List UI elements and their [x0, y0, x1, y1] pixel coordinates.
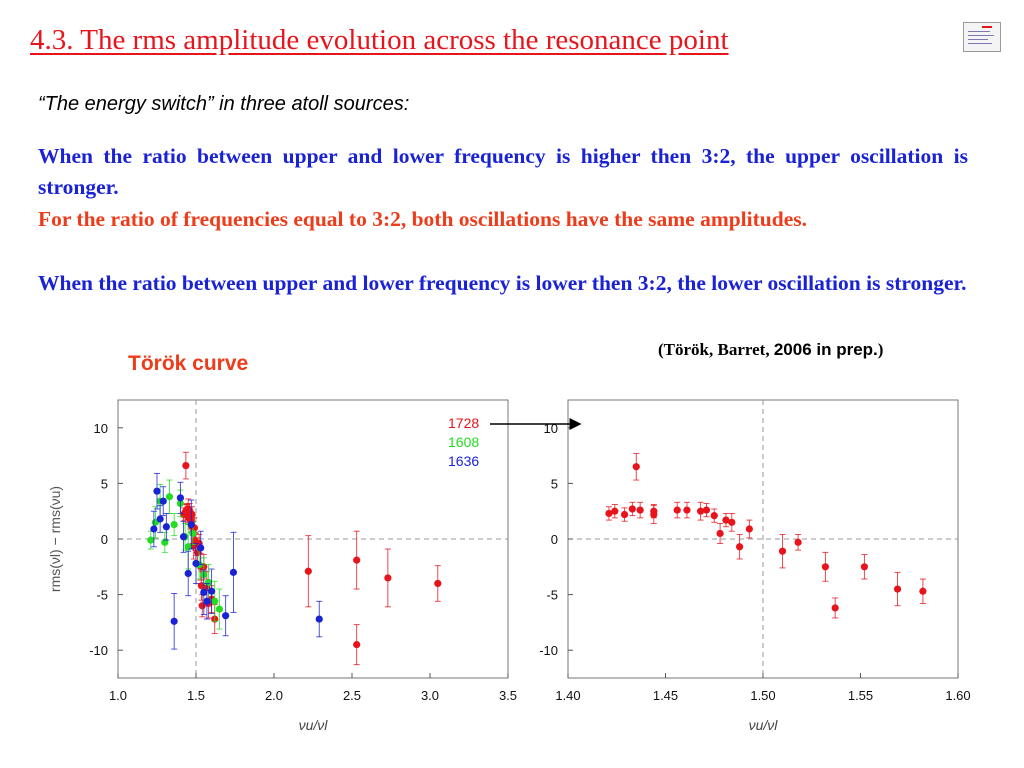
x-tick-label: 2.5 [343, 688, 361, 703]
plots-area: 1.0 1.5 2.0 2.5 3.0 3.5 10 5 0 -5 -10 νu/νl rms(νl) … [47, 399, 971, 733]
data-point [188, 510, 196, 519]
y-tick-label: -5 [546, 588, 558, 603]
x-tick-label: 1.50 [750, 688, 775, 703]
y-tick-label: -10 [539, 643, 558, 658]
y-tick-label: -10 [89, 643, 108, 658]
legend-entry: 1608 [448, 434, 479, 450]
data-point [229, 568, 238, 576]
y-tick-label: 10 [544, 421, 558, 436]
data-point [605, 509, 613, 518]
x-tick-label: 1.0 [109, 688, 127, 703]
data-point [176, 494, 184, 502]
data-point [200, 588, 208, 596]
data-point [384, 574, 392, 582]
data-point [197, 582, 206, 590]
data-point [778, 547, 787, 555]
data-point [650, 507, 658, 515]
legend-entry: 1636 [448, 453, 479, 469]
data-point [611, 507, 619, 515]
x-tick-label: 1.5 [187, 688, 205, 703]
data-point [673, 506, 681, 514]
data-point [189, 529, 197, 538]
data-point [628, 505, 636, 513]
y-tick-label: -5 [96, 588, 108, 603]
x-axis-label: νu/νl [749, 717, 779, 733]
paragraph-equal-amplitudes: For the ratio of frequencies equal to 3:… [38, 207, 807, 231]
data-point [919, 587, 927, 595]
data-point [716, 529, 724, 538]
data-point [710, 512, 718, 520]
chart-left: 1.0 1.5 2.0 2.5 3.0 3.5 10 5 0 -5 -10 νu/νl rms(νl) … [47, 399, 517, 733]
citation-year: 2006 in prep. [773, 340, 878, 359]
x-axis-label: νu/νl [299, 717, 329, 733]
torok-curve-label: Török curve [128, 352, 249, 375]
y-tick-label: 5 [101, 476, 108, 491]
data-point [187, 520, 195, 529]
y-axis-label: rms(νl) − rms(νu) [47, 486, 63, 592]
slide-thumbnail-icon[interactable] [963, 22, 1001, 52]
paragraph-upper-stronger: When the ratio between upper and lower f… [38, 144, 968, 199]
data-point [304, 567, 312, 575]
data-point [184, 569, 192, 578]
y-tick-label: 0 [101, 532, 108, 547]
data-point [636, 506, 644, 514]
x-tick-label: 1.60 [945, 688, 970, 703]
citation-authors: (Török, Barret, [658, 340, 770, 359]
data-point [697, 507, 705, 515]
data-point [683, 506, 691, 514]
data-point [159, 497, 167, 505]
data-point [745, 525, 753, 533]
slide-title: 4.3. The rms amplitude evolution across … [30, 24, 729, 56]
y-tick-label: 10 [94, 421, 108, 436]
x-tick-label: 1.45 [653, 688, 678, 703]
data-point [794, 538, 802, 546]
x-tick-label: 3.0 [421, 688, 439, 703]
data-point [197, 544, 205, 552]
data-point [632, 463, 640, 471]
data-point [722, 516, 730, 524]
data-point [150, 525, 158, 533]
x-tick-label: 3.5 [499, 688, 517, 703]
data-point [211, 597, 219, 605]
citation-close: ) [877, 340, 884, 359]
y-tick-label: 0 [551, 532, 558, 547]
data-point [620, 510, 629, 519]
data-point [353, 641, 361, 649]
data-point [192, 559, 200, 568]
paragraph-lower-stronger: When the ratio between upper and lower f… [38, 271, 967, 295]
data-point [728, 518, 736, 526]
data-point [222, 612, 230, 620]
x-tick-label: 2.0 [265, 688, 283, 703]
data-point [170, 520, 178, 529]
slide-subtitle: “The energy switch” in three atoll sourc… [38, 93, 410, 115]
chart-right: 1.40 1.45 1.50 1.55 1.60 10 5 0 -5 -10 νu/νl [539, 399, 971, 733]
data-point [208, 587, 216, 595]
data-point [702, 506, 711, 514]
data-point [170, 617, 178, 625]
x-tick-label: 1.55 [848, 688, 873, 703]
data-point [434, 579, 442, 588]
data-point [179, 533, 188, 541]
data-point [156, 515, 164, 523]
data-point [165, 493, 174, 501]
citation: (Török, Barret, 2006 in prep.) [658, 340, 883, 360]
data-point [215, 605, 223, 613]
data-point [831, 604, 839, 612]
data-point [315, 615, 323, 623]
data-point [893, 585, 902, 593]
data-point [353, 556, 361, 564]
y-tick-label: 5 [551, 476, 558, 491]
legend-entry: 1728 [448, 415, 479, 431]
data-point [736, 543, 744, 551]
data-point [860, 563, 869, 571]
data-point [204, 578, 213, 586]
data-point [153, 487, 161, 495]
data-point [203, 597, 211, 605]
data-point [821, 563, 830, 571]
data-point [162, 523, 170, 531]
x-tick-label: 1.40 [555, 688, 580, 703]
data-point [182, 462, 190, 470]
